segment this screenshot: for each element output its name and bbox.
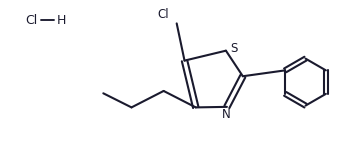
Text: H: H <box>57 14 66 27</box>
Text: Cl: Cl <box>157 8 169 21</box>
Text: S: S <box>230 42 237 55</box>
Text: Cl: Cl <box>25 14 37 27</box>
Text: N: N <box>222 108 230 121</box>
